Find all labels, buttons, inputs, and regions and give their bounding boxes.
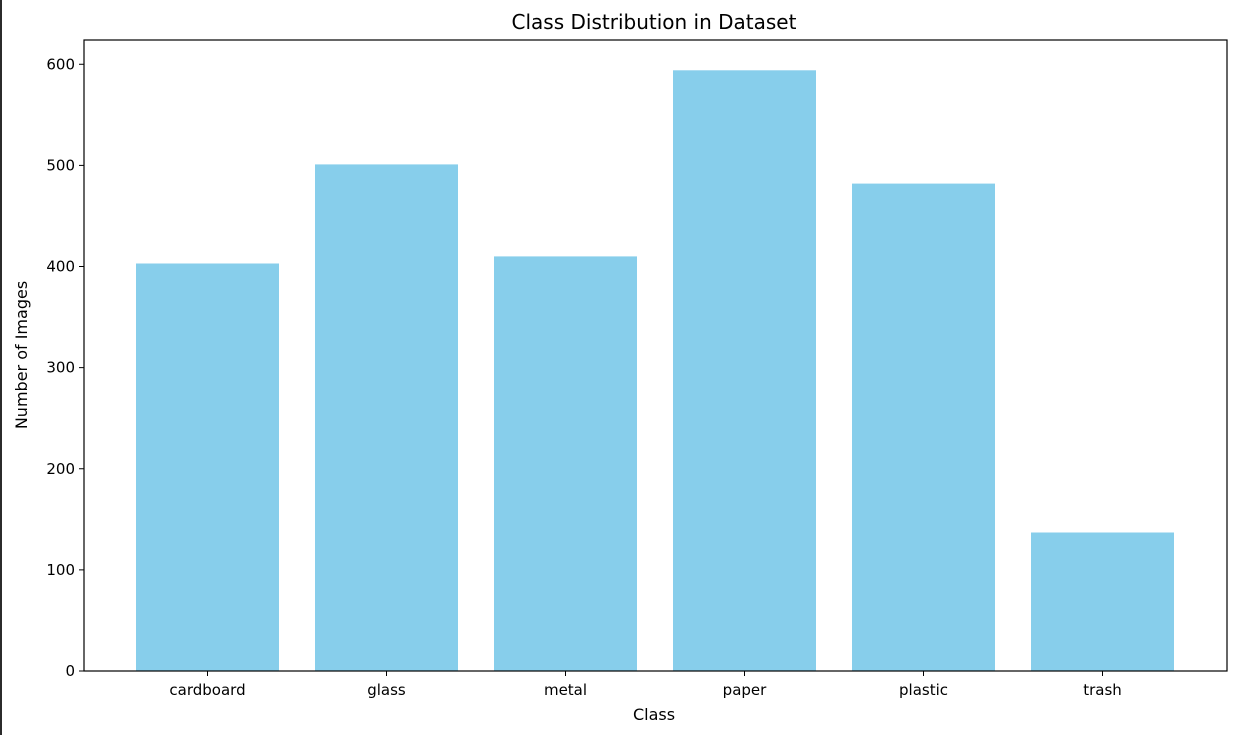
x-tick-label: trash [1083,681,1122,699]
x-tick-label: glass [367,681,406,699]
y-tick-label: 100 [46,561,75,579]
y-tick-label: 600 [46,55,75,73]
bars-group [136,70,1174,672]
x-tick-label: cardboard [169,681,245,699]
y-tick-label: 400 [46,258,75,276]
y-tick-label: 500 [46,156,75,174]
bar-trash [1031,532,1174,671]
y-tick-label: 0 [65,662,75,680]
x-tick-label: paper [723,681,767,699]
y-tick-label: 200 [46,460,75,478]
bar-metal [494,256,637,671]
bar-glass [315,164,458,671]
plot-area-frame [83,39,1228,672]
x-tick-label: plastic [899,681,948,699]
y-axis-ticks: 0 100 200 300 400 500 600 [46,55,84,680]
chart-title: Class Distribution in Dataset [512,10,797,34]
x-axis-label: Class [633,705,675,724]
bar-plastic [852,183,995,671]
y-tick-label: 300 [46,359,75,377]
bar-paper [673,70,816,672]
x-axis-ticks: cardboard glass metal paper plastic trash [169,671,1122,699]
y-axis-label: Number of Images [12,281,31,429]
x-tick-label: metal [544,681,587,699]
window-left-edge [0,0,2,735]
bar-cardboard [136,263,279,671]
